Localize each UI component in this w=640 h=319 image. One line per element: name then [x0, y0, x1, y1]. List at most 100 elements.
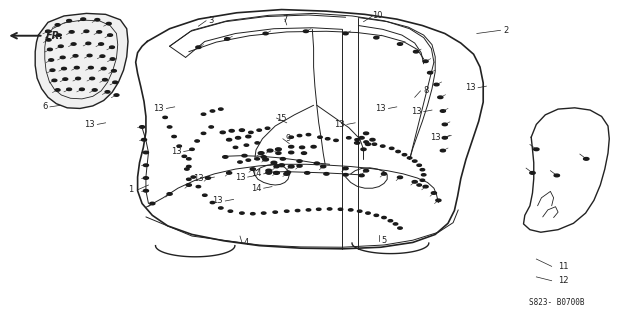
Circle shape [74, 66, 79, 69]
Circle shape [274, 165, 279, 168]
Circle shape [326, 138, 330, 140]
Text: 13: 13 [235, 173, 245, 182]
Circle shape [347, 137, 351, 139]
Text: 14: 14 [251, 169, 261, 178]
Circle shape [229, 130, 234, 132]
Circle shape [300, 146, 305, 149]
Circle shape [440, 110, 445, 112]
Circle shape [150, 202, 155, 205]
Circle shape [84, 30, 89, 33]
Circle shape [355, 142, 360, 144]
Circle shape [413, 160, 417, 162]
Circle shape [55, 89, 60, 91]
Text: 13: 13 [84, 120, 95, 129]
Circle shape [248, 131, 253, 134]
Circle shape [163, 116, 168, 119]
Circle shape [55, 24, 60, 26]
Circle shape [52, 79, 57, 82]
Text: 4: 4 [244, 238, 249, 247]
Circle shape [250, 213, 255, 215]
Circle shape [296, 209, 300, 212]
Circle shape [106, 22, 111, 25]
Circle shape [79, 88, 84, 91]
Text: 13: 13 [334, 120, 344, 129]
Circle shape [343, 167, 348, 170]
Circle shape [276, 152, 281, 154]
Circle shape [339, 208, 343, 211]
Circle shape [289, 145, 294, 148]
Circle shape [67, 88, 72, 91]
Circle shape [101, 67, 106, 70]
Circle shape [321, 165, 326, 168]
Circle shape [317, 136, 323, 138]
Circle shape [209, 126, 214, 128]
Circle shape [307, 209, 311, 211]
Circle shape [417, 184, 422, 186]
Circle shape [50, 69, 55, 71]
Circle shape [389, 147, 394, 150]
Circle shape [87, 54, 92, 57]
Text: 13: 13 [430, 133, 440, 142]
Circle shape [239, 129, 244, 131]
Text: 11: 11 [558, 262, 568, 271]
Text: 13: 13 [193, 174, 204, 183]
Circle shape [297, 160, 302, 162]
Circle shape [210, 110, 215, 112]
Circle shape [438, 96, 443, 99]
Text: 14: 14 [251, 184, 261, 193]
Circle shape [285, 171, 291, 174]
Text: 12: 12 [558, 276, 568, 285]
Circle shape [317, 208, 321, 211]
Circle shape [422, 174, 426, 176]
Circle shape [343, 174, 348, 176]
Circle shape [255, 158, 260, 160]
Circle shape [56, 34, 61, 36]
Circle shape [534, 148, 539, 151]
Circle shape [191, 176, 196, 178]
Circle shape [554, 174, 559, 177]
Circle shape [530, 172, 535, 174]
Circle shape [324, 173, 329, 175]
Circle shape [49, 59, 54, 61]
Circle shape [109, 46, 115, 48]
Circle shape [95, 19, 100, 21]
Circle shape [328, 208, 332, 210]
Circle shape [289, 136, 293, 138]
Circle shape [60, 56, 65, 59]
Text: 13: 13 [376, 104, 386, 113]
Circle shape [143, 177, 148, 179]
Circle shape [250, 168, 255, 170]
Circle shape [311, 145, 316, 148]
Circle shape [201, 113, 206, 115]
Circle shape [263, 32, 268, 35]
Circle shape [284, 173, 290, 175]
Circle shape [442, 123, 447, 126]
Circle shape [233, 146, 238, 149]
Circle shape [364, 169, 369, 172]
Circle shape [143, 189, 148, 192]
Polygon shape [35, 13, 128, 108]
Circle shape [364, 141, 369, 143]
Circle shape [88, 66, 93, 69]
Circle shape [301, 152, 307, 154]
Circle shape [223, 156, 228, 158]
Circle shape [244, 144, 249, 146]
Circle shape [440, 149, 445, 152]
Circle shape [255, 142, 260, 144]
Circle shape [434, 83, 439, 86]
Circle shape [266, 172, 271, 174]
Circle shape [262, 158, 269, 161]
Text: 13: 13 [411, 107, 421, 116]
Text: 5: 5 [381, 236, 387, 245]
Circle shape [388, 219, 393, 222]
Circle shape [261, 156, 266, 158]
Circle shape [227, 172, 232, 174]
Circle shape [423, 185, 428, 188]
Text: 13: 13 [154, 104, 164, 113]
Circle shape [303, 30, 308, 33]
Circle shape [393, 223, 398, 225]
Circle shape [314, 162, 319, 165]
Circle shape [69, 31, 74, 33]
Circle shape [431, 192, 436, 194]
Circle shape [297, 135, 302, 137]
